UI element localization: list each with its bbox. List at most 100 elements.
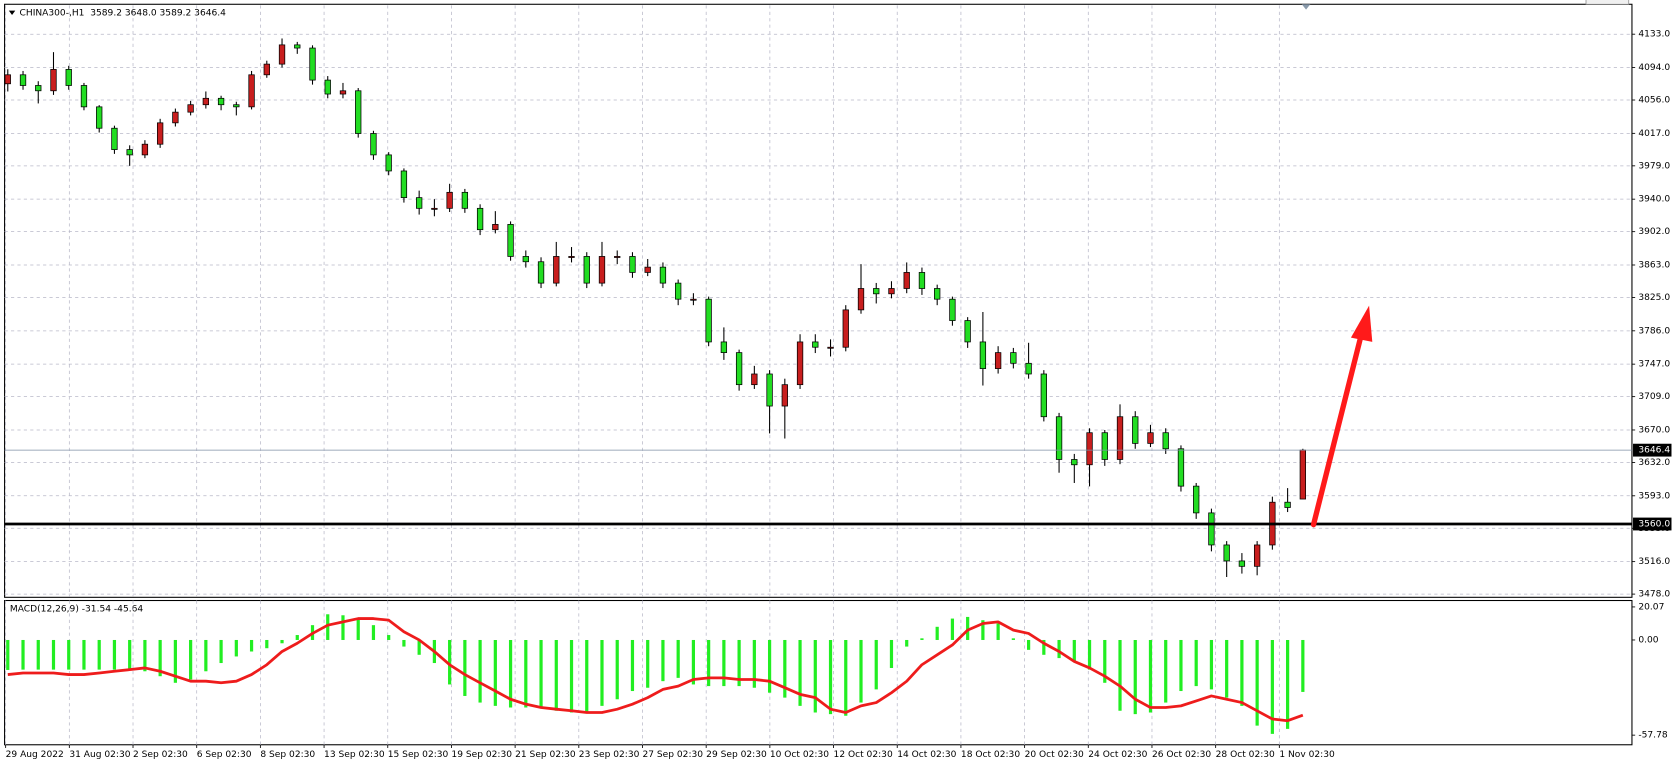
candle-body bbox=[1025, 362, 1032, 375]
candle-body bbox=[355, 90, 362, 134]
candle-body bbox=[1193, 485, 1200, 514]
candle-body bbox=[461, 191, 469, 209]
candle-body bbox=[614, 256, 621, 258]
candle-body bbox=[1071, 459, 1078, 466]
candle-body bbox=[537, 261, 545, 284]
shift-marker bbox=[1301, 4, 1311, 10]
candle-body bbox=[964, 320, 971, 343]
candle-body bbox=[370, 133, 377, 156]
candle-body bbox=[96, 106, 103, 129]
candle-body bbox=[1284, 501, 1291, 508]
candle-body bbox=[568, 256, 575, 258]
macd-pane-frame bbox=[4, 599, 1633, 746]
y-tick-label: 20.07 bbox=[1638, 602, 1664, 612]
y-tick-label: 3747.0 bbox=[1638, 360, 1670, 370]
price-label: 3560.0 bbox=[1638, 520, 1670, 530]
y-tick-label: 3709.0 bbox=[1638, 392, 1670, 402]
candle-body bbox=[827, 346, 834, 349]
x-tick-label: 20 Oct 02:30 bbox=[1025, 750, 1084, 760]
symbol-menu-icon[interactable] bbox=[8, 10, 16, 15]
candle-body bbox=[934, 288, 941, 300]
candle-body bbox=[522, 256, 529, 263]
candle-body bbox=[476, 207, 484, 231]
chart-title: CHINA300-,H1 3589.2 3648.0 3589.2 3646.4 bbox=[20, 8, 227, 18]
candle-body bbox=[1101, 432, 1108, 460]
candle-body bbox=[751, 373, 758, 386]
y-tick-label: 4056.0 bbox=[1638, 96, 1670, 106]
candle-body bbox=[507, 224, 514, 257]
candle-body bbox=[598, 256, 606, 284]
candle-body bbox=[309, 47, 316, 81]
price-label: 3646.4 bbox=[1638, 446, 1670, 456]
candle-body bbox=[781, 384, 788, 407]
toolbar-tab[interactable] bbox=[1585, 0, 1630, 5]
candle-body bbox=[35, 85, 42, 92]
main-pane-frame bbox=[4, 3, 1633, 598]
candle-body bbox=[492, 224, 499, 231]
x-tick-label: 12 Oct 02:30 bbox=[834, 750, 893, 760]
y-tick-label: 3786.0 bbox=[1638, 326, 1670, 336]
candle-body bbox=[65, 69, 72, 86]
y-tick-label: 3863.0 bbox=[1638, 260, 1670, 270]
candle-body bbox=[385, 154, 392, 172]
candle-body bbox=[172, 111, 179, 124]
candle-body bbox=[1299, 449, 1306, 500]
x-tick-label: 23 Sep 02:30 bbox=[579, 750, 640, 760]
y-tick-label: 3516.0 bbox=[1638, 557, 1670, 567]
candle-body bbox=[1177, 448, 1185, 487]
candle-body bbox=[629, 256, 636, 273]
candle-body bbox=[979, 341, 987, 369]
candle-body bbox=[720, 341, 728, 353]
x-tick-label: 2 Sep 02:30 bbox=[133, 750, 188, 760]
candle-body bbox=[324, 79, 331, 95]
x-tick-label: 29 Aug 2022 bbox=[6, 750, 64, 760]
candle-body bbox=[1238, 560, 1246, 567]
y-tick-label: 4133.0 bbox=[1638, 30, 1670, 40]
candle-body bbox=[842, 309, 849, 348]
x-tick-label: 13 Sep 02:30 bbox=[324, 750, 385, 760]
candle-body bbox=[1055, 416, 1063, 460]
candle-body bbox=[431, 207, 438, 210]
y-tick-label: 0.00 bbox=[1638, 635, 1658, 645]
x-tick-label: 24 Oct 02:30 bbox=[1088, 750, 1147, 760]
y-tick-label: 3940.0 bbox=[1638, 195, 1670, 205]
y-tick-label: 3632.0 bbox=[1638, 458, 1670, 468]
x-tick-label: 1 Nov 02:30 bbox=[1279, 750, 1335, 760]
candle-body bbox=[1223, 544, 1230, 562]
x-tick-label: 21 Sep 02:30 bbox=[515, 750, 576, 760]
candle-body bbox=[994, 352, 1002, 369]
candle-body bbox=[888, 288, 895, 295]
arrow-shaft bbox=[1310, 330, 1365, 528]
candle-body bbox=[1010, 352, 1017, 364]
signal-line bbox=[7, 617, 1304, 723]
candle-body bbox=[50, 69, 57, 92]
candle-body bbox=[735, 352, 743, 386]
x-tick-label: 15 Sep 02:30 bbox=[388, 750, 449, 760]
x-tick-label: 10 Oct 02:30 bbox=[770, 750, 829, 760]
candle-body bbox=[675, 282, 682, 300]
candle-body bbox=[1208, 512, 1215, 546]
x-tick-label: 31 Aug 02:30 bbox=[69, 750, 130, 760]
candle-body bbox=[553, 256, 560, 284]
candle-body bbox=[1040, 373, 1047, 418]
candle-body bbox=[812, 341, 819, 348]
candle-body bbox=[278, 44, 286, 65]
candle-body bbox=[1162, 432, 1169, 450]
candle-body bbox=[111, 127, 118, 150]
y-tick-label: -57.78 bbox=[1638, 731, 1667, 741]
candle-body bbox=[918, 272, 926, 289]
candle-body bbox=[217, 97, 225, 106]
candle-body bbox=[80, 85, 88, 108]
plot-layer: 4133.0 4094.0 4056.0 4017.0 3979.0 3940.0 3902… bbox=[4, 5, 1672, 760]
candle-body bbox=[141, 143, 149, 156]
x-tick-label: 6 Sep 02:30 bbox=[197, 750, 252, 760]
candle-body bbox=[1253, 544, 1261, 567]
candle-body bbox=[1147, 432, 1154, 444]
x-tick-label: 28 Oct 02:30 bbox=[1216, 750, 1275, 760]
candle-body bbox=[857, 288, 865, 311]
candle-body bbox=[339, 90, 347, 95]
y-tick-label: 3825.0 bbox=[1638, 293, 1670, 303]
y-tick-label: 3979.0 bbox=[1638, 161, 1670, 171]
candle-body bbox=[949, 298, 956, 321]
